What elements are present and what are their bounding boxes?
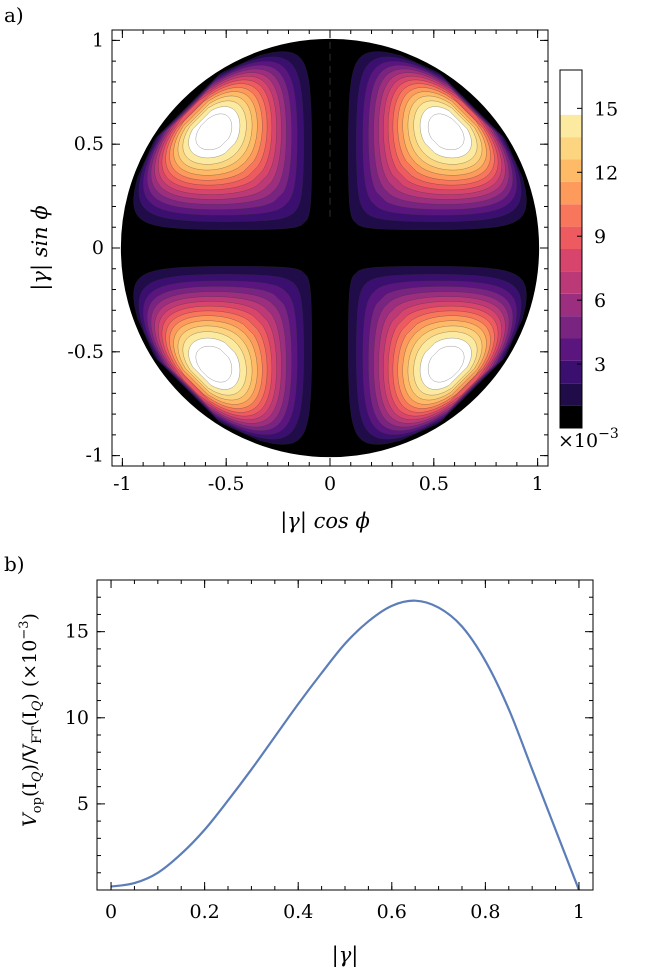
- x-tick-label-b: 0.8: [470, 901, 500, 923]
- colorbar-swatch: [560, 360, 582, 384]
- y-tick-label-a: 1: [92, 29, 104, 51]
- panel-a-label: a): [4, 3, 24, 27]
- y-tick-label-a: 0: [92, 237, 104, 259]
- colorbar-tick-label: 3: [594, 354, 606, 376]
- colorbar-swatch: [560, 293, 582, 317]
- colorbar-swatch: [560, 181, 582, 205]
- y-axis-label-b: Vop(IQ)/VFT(IQ) (×10−3): [17, 613, 45, 827]
- x-axis-label-a: |γ| cos ϕ: [280, 509, 370, 534]
- colorbar-scale-label: ×10−3: [558, 426, 619, 452]
- contour-plot: -1 -0.5 0 0.5 1 -1 -0.5 0 0.5 1: [67, 29, 549, 495]
- y-tick-label-a: -1: [85, 445, 104, 467]
- x-tick-label-b: 0: [105, 901, 117, 923]
- colorbar-frame: [559, 69, 583, 429]
- colorbar-swatch: [560, 338, 582, 361]
- x-tick-label-b: 1: [573, 901, 585, 923]
- colorbar-swatch: [560, 70, 582, 93]
- colorbar-tick-label: 6: [594, 290, 606, 312]
- y-axis-label-a: |γ| sin ϕ: [28, 205, 53, 290]
- ticks-a: -1 -0.5 0 0.5 1 -1 -0.5 0 0.5 1: [67, 29, 548, 495]
- colorbar-swatch: [560, 92, 582, 115]
- colorbar-tick-label: 15: [594, 98, 618, 120]
- colorbar-swatch: [560, 316, 582, 339]
- y-tick-label-a: 0.5: [74, 133, 104, 155]
- x-tick-label-a: 1: [532, 473, 544, 495]
- colorbar-swatch: [560, 383, 582, 406]
- colorbar-swatch: [560, 226, 582, 249]
- colorbar-swatch: [560, 271, 582, 294]
- y-tick-label-b: 15: [65, 621, 89, 643]
- x-tick-label-b: 0.6: [377, 901, 407, 923]
- y-tick-label-b: 10: [65, 707, 89, 729]
- colorbar: 3 6 9 12 15 ×10−3: [558, 69, 619, 452]
- colorbar-swatches: [560, 70, 582, 428]
- contour-bands: [122, 40, 538, 456]
- x-tick-label-b: 0.4: [283, 901, 313, 923]
- x-tick-label-a: 0: [324, 473, 336, 495]
- x-tick-label-a: 0.5: [419, 473, 449, 495]
- disk-boundary: [120, 38, 540, 458]
- colorbar-swatch: [560, 114, 582, 138]
- colorbar-ticks: 3 6 9 12 15: [577, 98, 618, 376]
- panel-b-label: b): [4, 552, 25, 576]
- contour-band-15: [195, 113, 465, 383]
- x-tick-label-a: -1: [113, 473, 132, 495]
- y-tick-label-a: -0.5: [67, 341, 104, 363]
- colorbar-swatch: [560, 204, 582, 227]
- y-tick-label-b: 5: [77, 793, 89, 815]
- colorbar-swatch: [560, 405, 582, 428]
- series-line: [110, 599, 580, 891]
- colorbar-swatch: [560, 159, 582, 182]
- x-axis-label-b: |γ|: [332, 943, 359, 968]
- x-tick-label-a: -0.5: [208, 473, 245, 495]
- colorbar-swatch: [560, 249, 582, 272]
- x-tick-label-b: 0.2: [190, 901, 220, 923]
- colorbar-swatch: [560, 137, 582, 160]
- colorbar-tick-label: 12: [594, 162, 618, 184]
- colorbar-tick-label: 9: [594, 226, 606, 248]
